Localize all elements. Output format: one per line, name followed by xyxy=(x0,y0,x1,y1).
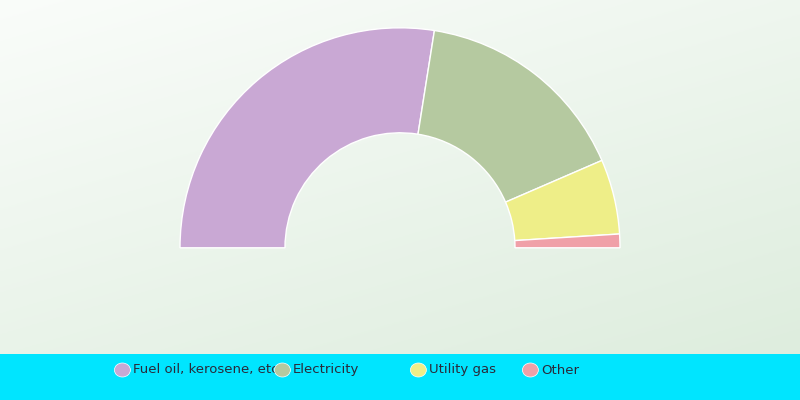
Wedge shape xyxy=(418,30,602,202)
Ellipse shape xyxy=(410,363,426,377)
Wedge shape xyxy=(514,234,620,248)
FancyBboxPatch shape xyxy=(0,354,800,400)
Text: Most commonly used house heating fuel in apartments in Laureldale, PA: Most commonly used house heating fuel in… xyxy=(16,13,784,32)
Text: Other: Other xyxy=(541,364,579,376)
Text: Electricity: Electricity xyxy=(293,364,359,376)
FancyBboxPatch shape xyxy=(0,0,800,46)
Ellipse shape xyxy=(522,363,538,377)
Text: Fuel oil, kerosene, etc.: Fuel oil, kerosene, etc. xyxy=(133,364,282,376)
Wedge shape xyxy=(506,160,619,240)
Text: City-Data.com: City-Data.com xyxy=(666,64,750,76)
Ellipse shape xyxy=(114,363,130,377)
Ellipse shape xyxy=(274,363,290,377)
Text: Utility gas: Utility gas xyxy=(429,364,496,376)
Wedge shape xyxy=(180,28,434,248)
